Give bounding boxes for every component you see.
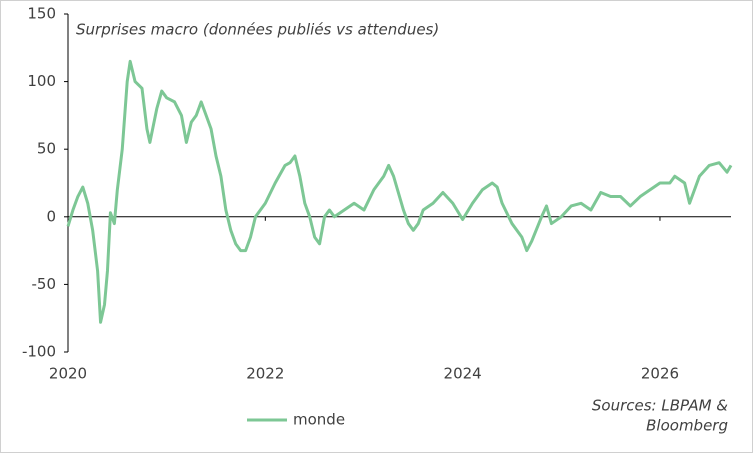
x-tick-label: 2024 — [444, 365, 482, 383]
x-tick-label: 2026 — [641, 365, 679, 383]
y-tick-label: -50 — [32, 275, 57, 293]
x-tick-label: 2022 — [246, 365, 284, 383]
y-tick-label: 150 — [27, 5, 56, 23]
source-note: Bloomberg — [646, 417, 728, 435]
source-note: Sources: LBPAM & — [592, 397, 728, 415]
y-tick-label: -100 — [22, 343, 56, 361]
y-tick-label: 100 — [27, 72, 56, 90]
x-tick-label: 2020 — [49, 365, 87, 383]
y-tick-label: 0 — [46, 207, 56, 225]
y-tick-label: 50 — [37, 140, 56, 158]
legend-label: monde — [293, 411, 345, 429]
chart-title: Surprises macro (données publiés vs atte… — [76, 21, 439, 39]
data-line — [66, 59, 733, 324]
